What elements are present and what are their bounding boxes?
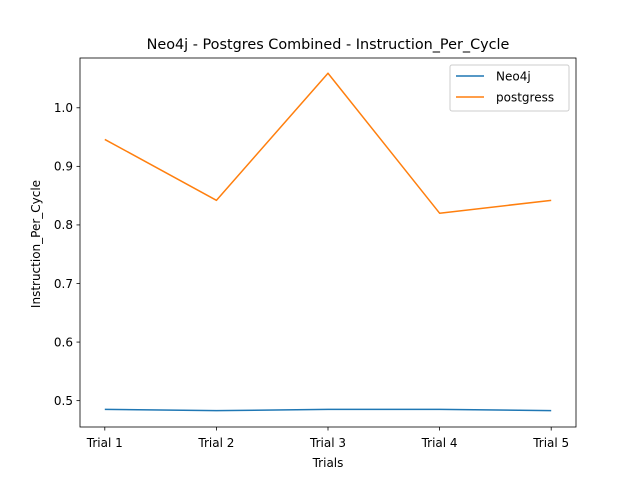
y-tick-label-2: 0.7 <box>54 277 73 291</box>
y-axis-label: Instruction_Per_Cycle <box>29 180 43 308</box>
y-tick-label-4: 0.9 <box>54 160 73 174</box>
x-axis: Trial 1 Trial 2 Trial 3 Trial 4 Trial 5 <box>86 427 569 450</box>
x-tick-label-0: Trial 1 <box>86 436 123 450</box>
y-tick-label-5: 1.0 <box>54 101 73 115</box>
x-tick-label-1: Trial 2 <box>197 436 234 450</box>
y-tick-label-0: 0.5 <box>54 394 73 408</box>
x-tick-label-2: Trial 3 <box>309 436 346 450</box>
series-group <box>104 72 552 412</box>
x-tick-label-3: Trial 4 <box>421 436 458 450</box>
legend-label-postgress: postgress <box>496 90 554 104</box>
chart-title: Neo4j - Postgres Combined - Instruction_… <box>147 37 510 53</box>
legend: Neo4j postgress <box>449 64 570 112</box>
x-tick-label-4: Trial 5 <box>532 436 569 450</box>
x-axis-label: Trials <box>312 456 344 470</box>
y-tick-label-1: 0.6 <box>54 335 73 349</box>
legend-label-neo4j: Neo4j <box>496 69 531 83</box>
y-tick-label-3: 0.8 <box>54 218 73 232</box>
y-axis: 0.5 0.6 0.7 0.8 0.9 1.0 <box>54 101 80 408</box>
